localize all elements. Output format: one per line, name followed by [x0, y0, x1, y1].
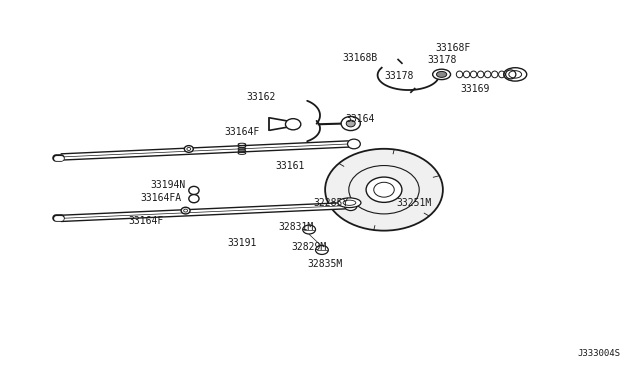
- Text: 33178: 33178: [428, 55, 457, 64]
- Text: 32831M: 32831M: [278, 222, 314, 232]
- Ellipse shape: [316, 246, 328, 254]
- Text: 33168B: 33168B: [342, 53, 378, 62]
- Text: 32835M: 32835M: [307, 259, 342, 269]
- Text: 33162: 33162: [246, 92, 276, 102]
- Text: 32829M: 32829M: [291, 243, 326, 252]
- Ellipse shape: [285, 119, 301, 130]
- Ellipse shape: [506, 70, 516, 79]
- Ellipse shape: [366, 177, 402, 202]
- Ellipse shape: [184, 145, 193, 152]
- Text: 33251M: 33251M: [397, 199, 432, 208]
- Text: 33164F: 33164F: [128, 217, 163, 226]
- Ellipse shape: [436, 71, 447, 77]
- Ellipse shape: [341, 116, 360, 131]
- Ellipse shape: [346, 120, 355, 127]
- Ellipse shape: [181, 207, 190, 214]
- Ellipse shape: [504, 68, 527, 81]
- Text: 33164F: 33164F: [224, 127, 259, 137]
- Text: 33169: 33169: [461, 84, 490, 94]
- Ellipse shape: [348, 139, 360, 149]
- Text: J333004S: J333004S: [578, 349, 621, 358]
- Text: 33164: 33164: [346, 114, 375, 124]
- Ellipse shape: [433, 69, 451, 80]
- Ellipse shape: [303, 225, 316, 234]
- Ellipse shape: [189, 186, 199, 195]
- Ellipse shape: [189, 195, 199, 203]
- Text: 32285Y: 32285Y: [314, 199, 349, 208]
- Ellipse shape: [325, 149, 443, 231]
- Text: 33178: 33178: [384, 71, 413, 81]
- Ellipse shape: [344, 201, 357, 211]
- Text: 33168F: 33168F: [435, 44, 470, 53]
- Text: 33191: 33191: [227, 238, 257, 247]
- Text: 33161: 33161: [275, 161, 305, 170]
- Text: 33164FA: 33164FA: [141, 193, 182, 203]
- Ellipse shape: [338, 198, 361, 208]
- Text: 33194N: 33194N: [150, 180, 186, 190]
